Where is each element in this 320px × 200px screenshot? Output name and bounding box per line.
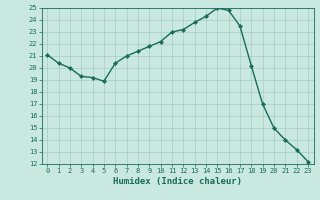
X-axis label: Humidex (Indice chaleur): Humidex (Indice chaleur) (113, 177, 242, 186)
